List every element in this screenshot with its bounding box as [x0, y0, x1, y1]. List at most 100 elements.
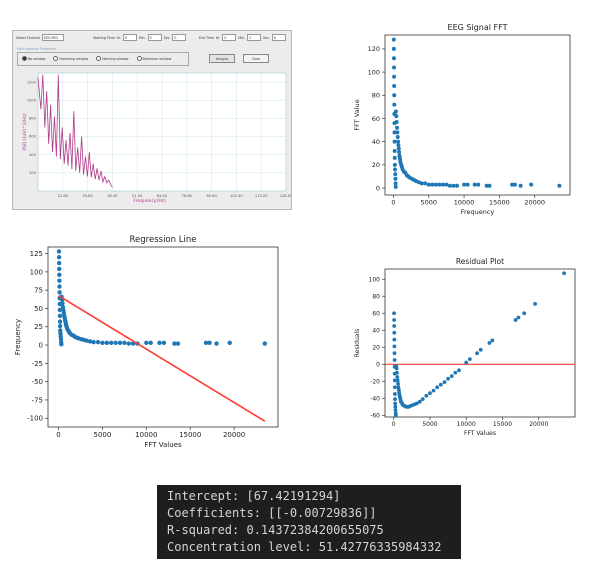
- end-hour-label: Hr.: [215, 35, 221, 40]
- radio-dot-icon: [53, 56, 59, 61]
- concentration-text: Concentration level: 51.42776335984332: [167, 540, 442, 554]
- radio-label: Hanning window: [102, 56, 129, 61]
- data-point: [395, 375, 400, 379]
- data-point: [487, 341, 492, 345]
- data-point: [522, 311, 527, 316]
- data-point: [392, 337, 397, 342]
- radio-dot-icon: [96, 56, 102, 61]
- data-point: [57, 313, 63, 318]
- data-point: [419, 181, 424, 186]
- channel-row: Select Channel EEG EEG: [16, 34, 64, 41]
- y-axis-label: Frequency: [14, 319, 22, 355]
- psd-x-axis-label: Frequency(Hz): [133, 198, 166, 204]
- data-point: [391, 56, 396, 61]
- start-min-label: Min.: [138, 35, 146, 40]
- x-tick-label: 20000: [223, 431, 245, 439]
- y-tick-label: -75: [32, 396, 43, 404]
- data-point: [467, 357, 472, 362]
- window-radio-2[interactable]: Hanning window: [96, 56, 129, 61]
- psd-app-window: Select Channel EEG EEG Starting Time Hr.…: [12, 30, 292, 210]
- y-tick-label: 40: [372, 327, 380, 334]
- data-point: [484, 183, 489, 188]
- window-radio-1[interactable]: Hamming window: [53, 56, 88, 61]
- psd-x-tick-label: 115.20: [255, 194, 268, 198]
- x-tick-label: 0: [391, 199, 395, 207]
- data-point: [423, 181, 428, 186]
- data-point: [84, 338, 89, 343]
- y-tick-label: 100: [368, 68, 380, 76]
- data-point: [117, 340, 123, 346]
- data-point: [415, 401, 419, 406]
- psd-x-tick-label: 51.20: [132, 194, 143, 198]
- start-min-input[interactable]: 0: [147, 34, 162, 41]
- y-axis-label: Residuals: [354, 329, 361, 357]
- data-point: [175, 341, 181, 346]
- data-point: [393, 172, 398, 177]
- data-point: [433, 182, 438, 187]
- psd-x-tick-label: 25.60: [82, 194, 93, 198]
- end-min-input[interactable]: 1: [246, 34, 261, 41]
- data-point: [392, 84, 397, 89]
- end-hour-input[interactable]: 0: [222, 34, 237, 41]
- data-point: [472, 182, 477, 187]
- data-point: [392, 74, 397, 79]
- data-point: [562, 271, 567, 276]
- radio-dot-icon: [22, 56, 27, 61]
- x-tick-label: 10000: [454, 199, 475, 207]
- start-sec-input[interactable]: 0: [172, 34, 187, 41]
- data-point: [417, 399, 422, 404]
- chart-title: EEG Signal FFT: [448, 23, 508, 32]
- data-point: [100, 340, 105, 346]
- data-point: [56, 260, 62, 266]
- data-point: [56, 255, 62, 260]
- y-tick-label: 80: [372, 293, 380, 300]
- data-point: [478, 347, 483, 352]
- psd-y-tick-label: 400: [29, 153, 37, 157]
- psd-y-tick-label: 1000: [27, 98, 37, 102]
- data-point: [394, 366, 399, 371]
- x-tick-label: 0: [392, 421, 396, 428]
- y-tick-label: 100: [30, 268, 43, 276]
- end-sec-input[interactable]: 0: [271, 34, 286, 41]
- x-tick-label: 15000: [493, 421, 512, 428]
- x-tick-label: 10000: [457, 421, 476, 428]
- y-tick-label: 0: [376, 184, 380, 192]
- end-sec-label: Sec.: [262, 35, 270, 40]
- data-point: [392, 148, 397, 153]
- data-point: [59, 342, 64, 347]
- data-point: [392, 351, 397, 356]
- channel-select[interactable]: EEG EEG: [41, 34, 64, 41]
- psd-x-tick-label: 38.40: [107, 194, 118, 198]
- window-radio-0[interactable]: No window: [22, 56, 45, 61]
- y-tick-label: 60: [372, 115, 380, 123]
- data-point: [392, 358, 397, 362]
- y-tick-label: 0: [39, 341, 43, 349]
- psd-y-tick-label: 1200: [27, 80, 37, 84]
- data-point: [455, 183, 460, 188]
- intercept-text: Intercept: [67.42191294]: [167, 489, 341, 503]
- x-axis-label: Frequency: [461, 208, 495, 216]
- analyze-button[interactable]: Analyze: [209, 54, 235, 63]
- psd-x-tick-label: 89.60: [206, 194, 217, 198]
- start-time-label: Starting Time: [93, 35, 115, 40]
- x-tick-label: 20000: [529, 421, 548, 428]
- coefficients-text: Coefficients: [[-0.00729836]]: [167, 506, 377, 520]
- data-point: [437, 182, 442, 187]
- data-point: [476, 182, 481, 187]
- options-group-title: Main Spectral Properties: [17, 47, 56, 51]
- psd-x-tick-label: 64.00: [157, 194, 168, 198]
- x-tick-label: 5000: [94, 431, 112, 439]
- data-point: [57, 266, 62, 272]
- radio-label: Blackman window: [142, 56, 172, 61]
- data-point: [510, 182, 515, 187]
- data-point: [435, 385, 440, 390]
- clear-button[interactable]: Clear: [243, 54, 269, 63]
- regression-line: [58, 295, 266, 422]
- window-radio-3[interactable]: Blackman window: [136, 56, 172, 61]
- data-point: [109, 340, 114, 346]
- y-tick-label: 50: [34, 305, 43, 313]
- y-axis-label: FFT Value: [353, 99, 361, 130]
- data-point: [56, 249, 62, 254]
- start-hour-input[interactable]: 0: [122, 34, 137, 41]
- data-point: [148, 340, 153, 346]
